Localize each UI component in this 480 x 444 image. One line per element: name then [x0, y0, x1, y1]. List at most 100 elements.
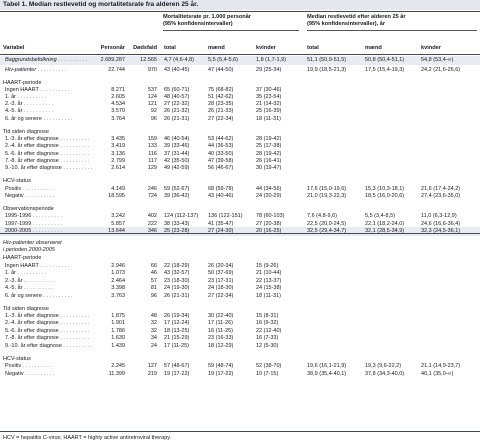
cell-dødsfald: 96 — [150, 293, 157, 299]
cell-total: 46 (40-54) — [164, 136, 190, 142]
cell-total: 65 (60-71) — [164, 87, 190, 93]
dot-leader: . . . . . . . . . . — [42, 293, 73, 299]
table-row: Ingen HAART . . . . . . . . . . 8.271 537 6… — [0, 86, 480, 95]
row-label-text: Tid siden diagnose — [3, 129, 49, 135]
row-label-text: Tid siden diagnose — [3, 306, 49, 312]
dot-leader: . . . . . . . . . . — [23, 193, 55, 199]
cell-dødsfald: 57 — [150, 278, 157, 284]
cell-dødsfald: 970 — [147, 67, 157, 73]
cell-kvinder: 21,1 (14,9-23,7) — [421, 363, 461, 369]
cell-mænd: 18,5 (16,0-20,6) — [365, 193, 405, 199]
column-header-2: Dødsfald — [133, 45, 157, 51]
footnote: HCV = hepatitis C-virus; HAART = highly … — [3, 435, 172, 441]
cell-dødsfald: 24 — [150, 343, 157, 349]
cell-personår: 2.614 — [111, 165, 125, 171]
cell-personår: 3.764 — [111, 116, 125, 122]
dot-leader: . . . . . . . . . . — [21, 363, 52, 369]
cell-dødsfald: 127 — [147, 363, 157, 369]
row-label: 1. år . . . . . . . . . . — [5, 269, 47, 278]
dot-leader: . . . . . . . . . . — [58, 136, 90, 142]
dot-leader: . . . . . . . . . . — [58, 313, 90, 319]
row-label: 7.-8. år efter diagnose . . . . . . . . … — [5, 334, 89, 343]
row-label: 4.-5. år . . . . . . . . . . — [5, 284, 53, 293]
cell-personår: 2.946 — [111, 263, 125, 269]
row-label: 6. år og senere . . . . . . . . . . — [5, 115, 73, 124]
cell-dødsfald: 129 — [147, 165, 157, 171]
dot-leader: . . . . . . . . . . — [61, 165, 93, 171]
cell-personår: 22.744 — [108, 67, 125, 73]
cell-mænd: 75 (68-82) — [208, 87, 234, 93]
row-label: 7.-8. år efter diagnose . . . . . . . . … — [5, 157, 89, 166]
cell-mænd: 26 (20-34) — [208, 263, 234, 269]
column-header-3: total — [164, 45, 176, 51]
row-label: 1.-3. år efter diagnose . . . . . . . . … — [5, 312, 89, 321]
dot-leader: . . . . . . . . . . — [16, 270, 47, 276]
cell-dødsfald: 219 — [147, 371, 157, 377]
row-label-text: 6. år og senere — [5, 116, 42, 122]
cell-dødsfald: 81 — [150, 285, 157, 291]
cell-mænd: 56 (46-67) — [208, 165, 234, 171]
row-label-text: 5.-6. år efter diagnose — [5, 328, 59, 334]
cell-dødsfald: 724 — [147, 193, 157, 199]
row-label-text: 7.-8. år efter diagnose — [5, 335, 59, 341]
cell-total: 26 (21-32) — [164, 108, 190, 114]
cell-kvinder: 44 (34-56) — [256, 186, 282, 192]
cell-mænd: 51 (42-62) — [208, 94, 234, 100]
column-header-8: kvinder — [421, 45, 441, 51]
cell-mænd: 28 (23-35) — [208, 101, 234, 107]
cell-total: 21,0 (19,3-22,3) — [307, 193, 347, 199]
section-header-row: Observationsperiode — [0, 205, 480, 214]
row-label-text: 2000-2005 — [5, 228, 32, 234]
row-label: HAART-periode — [3, 79, 41, 88]
dot-leader: . . . . . . . . . . — [61, 343, 93, 349]
cell-dødsfald: 92 — [150, 108, 157, 114]
cell-dødsfald: 124 — [147, 94, 157, 100]
cell-personår: 2.799 — [111, 158, 125, 164]
cell-personår: 3.763 — [111, 293, 125, 299]
cell-total: 38,9 (35,4-40,1) — [307, 371, 347, 377]
mortality-group-line-2: (95% konfidensintervaller) — [163, 20, 233, 27]
table-row: 1995-1996 . . . . . . . . . . 3.242 402 124… — [0, 212, 480, 221]
table-row: 4.-5. år . . . . . . . . . . 3.570 92 26 (2… — [0, 107, 480, 116]
row-label: Baggrundsbefolkning . . . . . . . . . . — [5, 56, 87, 65]
row-label-text: 7.-8. år efter diagnose — [5, 158, 59, 164]
table-row: 1.-3. år efter diagnose . . . . . . . . … — [0, 312, 480, 321]
cell-kvinder: 28 (19-42) — [256, 151, 282, 157]
cell-kvinder: 40,1 (35,0-∞) — [421, 371, 454, 377]
dot-leader: . . . . . . . . . . — [58, 335, 90, 341]
cell-personår: 4.534 — [111, 101, 125, 107]
cell-mænd: 18 (12-29) — [208, 343, 234, 349]
cell-total: 26 (19-34) — [164, 313, 190, 319]
dot-leader: . . . . . . . . . . — [23, 371, 55, 377]
cell-personår: 3.419 — [111, 143, 125, 149]
cell-kvinder: 10 (7-15) — [256, 371, 279, 377]
cell-kvinder: 32,3 (24,5-36,1) — [421, 228, 461, 234]
cell-mænd: 23 (16-33) — [208, 335, 234, 341]
row-label: 6. år og senere . . . . . . . . . . — [5, 292, 73, 301]
cell-dødsfald: 537 — [147, 87, 157, 93]
cell-personår: 13.644 — [108, 228, 125, 234]
cell-total: 43 (40-45) — [164, 67, 190, 73]
cell-mænd: 5,5 (3,4-8,5) — [365, 213, 395, 219]
cell-dødsfald: 32 — [150, 328, 157, 334]
row-label-text: 9.-10. år efter diagnose — [5, 165, 62, 171]
cell-kvinder: 27 (20-38) — [256, 221, 282, 227]
section-header-row: Tid siden diagnose — [0, 305, 480, 314]
cell-dødsfald: 34 — [150, 335, 157, 341]
table-row: Negativ . . . . . . . . . . 11.399 219 19 (… — [0, 370, 480, 379]
row-label-text: Positiv — [5, 186, 22, 192]
cell-personår: 1.901 — [111, 320, 125, 326]
cell-personår: 5.857 — [111, 221, 125, 227]
cell-total: 17,6 (15,0-19,6) — [307, 186, 347, 192]
cell-mænd: 27 (24-30) — [208, 228, 234, 234]
row-label-text: Hiv-patienter observeret — [3, 240, 62, 246]
row-label: 5.-6. år efter diagnose . . . . . . . . … — [5, 150, 89, 159]
cell-kvinder: 21 (14-32) — [256, 101, 282, 107]
row-label: 2.-3. år . . . . . . . . . . — [5, 100, 53, 109]
cell-kvinder: 24 (20-29) — [256, 193, 282, 199]
row-label-text: HAART-periode — [3, 80, 42, 86]
row-label-text: HCV-status — [3, 356, 31, 362]
cell-total: 19 (17-22) — [164, 371, 190, 377]
cell-kvinder: 16 (7-33) — [256, 335, 279, 341]
cell-dødsfald: 121 — [147, 101, 157, 107]
